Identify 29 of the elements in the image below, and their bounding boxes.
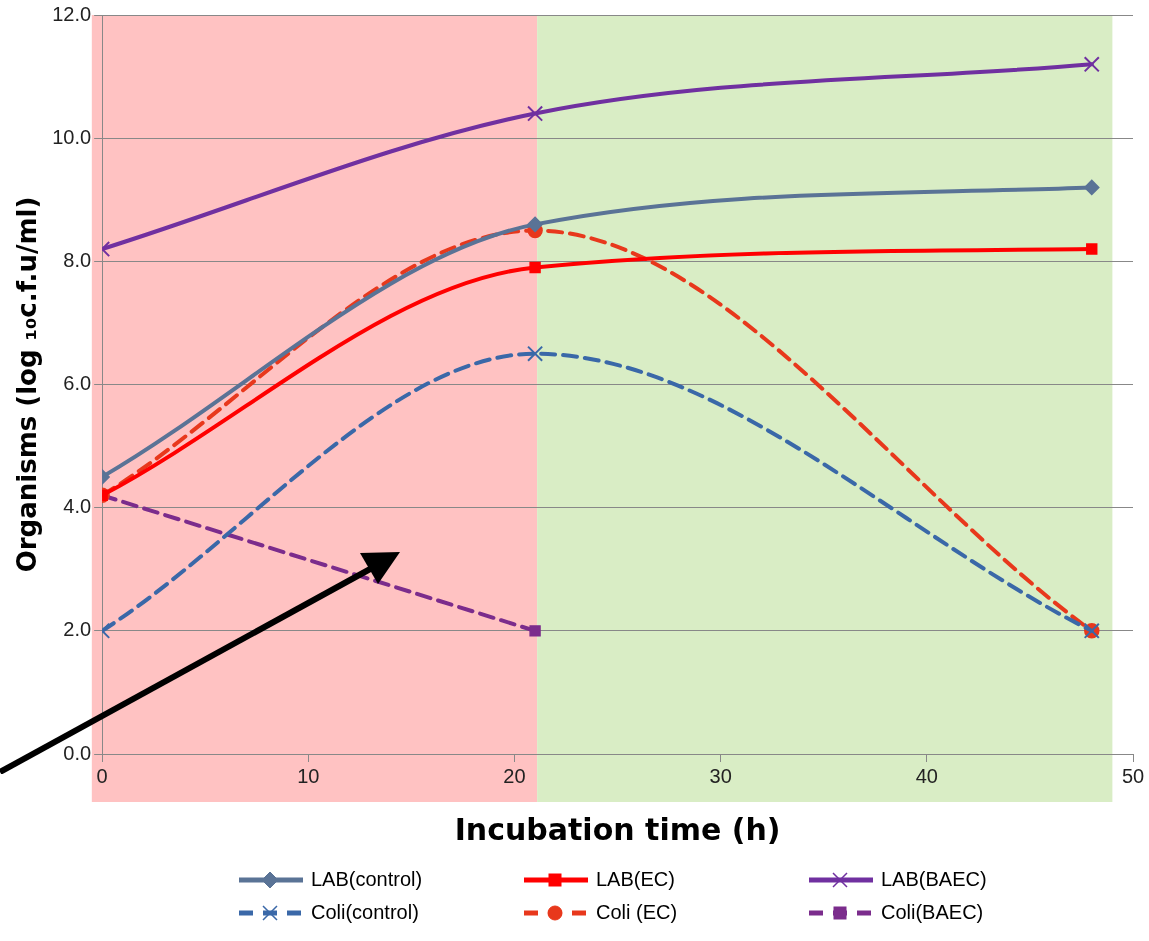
point [527,345,544,362]
x-tick-label: 30 [709,764,732,787]
x-tick-label: 10 [297,764,320,787]
y-tick-label: 8.0 [63,248,92,271]
point [529,625,541,637]
legend-label: Coli(control) [311,901,419,924]
y-tick-label: 6.0 [63,372,92,395]
x-tick-label: 40 [915,764,938,787]
legend-label: LAB(control) [311,868,423,891]
y-tick-label: 10.0 [52,125,92,148]
point [1084,179,1100,196]
y-tick-label: 4.0 [63,495,92,518]
legend-label: LAB(BAEC) [881,868,987,891]
x-tick-label: 50 [1121,764,1145,787]
point [527,216,543,233]
legend-label: Coli (EC) [596,901,678,924]
point [1086,243,1098,255]
legend-label: Coli(BAEC) [881,901,984,924]
x-axis-title: Incubation time (h) [454,811,781,847]
point [527,105,544,122]
y-tick-label: 2.0 [63,618,92,641]
point [529,261,541,274]
y-axis-title: Organisms (log ₁₀c.f.u/ml) [12,196,43,573]
x-tick-label: 20 [503,764,526,787]
x-tick-label: 0 [96,764,108,787]
y-tick-label: 0.0 [63,741,92,764]
point [1083,56,1100,73]
legend-label: LAB(EC) [596,868,675,891]
y-tick-label: 12.0 [52,2,92,25]
